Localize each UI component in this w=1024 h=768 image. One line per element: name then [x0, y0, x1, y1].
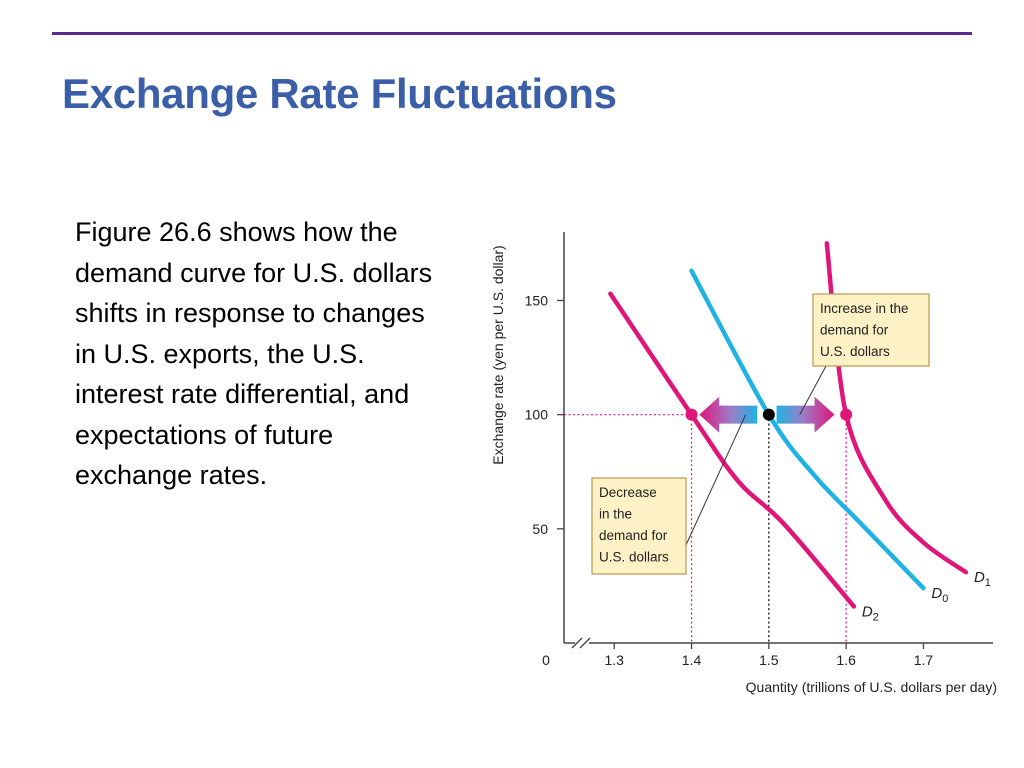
y-axis-title: Exchange rate (yen per U.S. dollar): [490, 245, 506, 464]
axis-break-mark: [579, 637, 591, 649]
guide-lines: [564, 414, 847, 643]
callout-box-decrease: [591, 477, 687, 575]
callout-text-increase: Increase in the: [820, 301, 909, 316]
y-tick-label: 150: [525, 293, 549, 309]
callout-leader-increase: [799, 365, 827, 415]
curve-label-D2: D2: [862, 603, 879, 623]
x-tick-label: 1.5: [759, 652, 779, 668]
curve-label-subscript: 2: [873, 611, 879, 623]
origin-label: 0: [542, 652, 550, 668]
callout-text-decrease: in the: [599, 507, 632, 522]
demand-curve-D1: [824, 241, 969, 575]
demand-curve-D0: [689, 268, 926, 591]
curve-label-letter: D: [862, 603, 873, 620]
callout-leader-decrease: [685, 414, 747, 546]
curve-label-letter: D: [931, 585, 942, 602]
slide-body-text: Figure 26.6 shows how the demand curve f…: [75, 217, 433, 490]
point-1.6-100: [840, 408, 853, 421]
shift-arrow-left: [699, 396, 758, 433]
callout-text-decrease: Decrease: [599, 485, 657, 500]
curve-label-D1: D1: [974, 569, 991, 589]
axis-break-mark: [571, 637, 583, 649]
x-tick-label: 1.4: [682, 652, 702, 668]
axis-break-gap: [575, 638, 589, 648]
y-tick-label: 50: [532, 521, 548, 537]
demand-curve-D2: [608, 291, 857, 609]
callout-text-decrease: U.S. dollars: [599, 550, 669, 565]
callout-text-increase: demand for: [820, 323, 889, 338]
x-tick-label: 1.3: [605, 652, 625, 668]
curve-label-D0: D0: [931, 585, 948, 605]
y-tick-label: 100: [525, 407, 549, 423]
x-axis-title: Quantity (trillions of U.S. dollars per …: [746, 679, 997, 695]
curve-label-subscript: 1: [985, 577, 991, 589]
labels: 0 1.3 1.4 1.5 1.6 1.7 50 100 150 Quantity (trilli…: [490, 245, 997, 695]
x-tick-label: 1.6: [836, 652, 856, 668]
shift-arrows: [699, 396, 835, 433]
slide-title: Exchange Rate Fluctuations: [62, 70, 617, 117]
callouts: Increase in the demand for U.S. dollars Dec…: [591, 293, 930, 575]
x-tick-label: 1.7: [914, 652, 934, 668]
shift-arrow-right: [776, 396, 835, 433]
point-1.5-100: [762, 408, 775, 421]
axes: [557, 232, 993, 649]
curve-label-subscript: 0: [942, 593, 948, 605]
callout-text-decrease: demand for: [599, 528, 668, 543]
top-rule: [52, 32, 972, 35]
point-1.4-100: [685, 408, 698, 421]
curve-label-letter: D: [974, 569, 985, 586]
callout-text-increase: U.S. dollars: [820, 344, 890, 359]
equilibrium-points: [685, 408, 853, 421]
callout-box-increase: [812, 293, 930, 367]
